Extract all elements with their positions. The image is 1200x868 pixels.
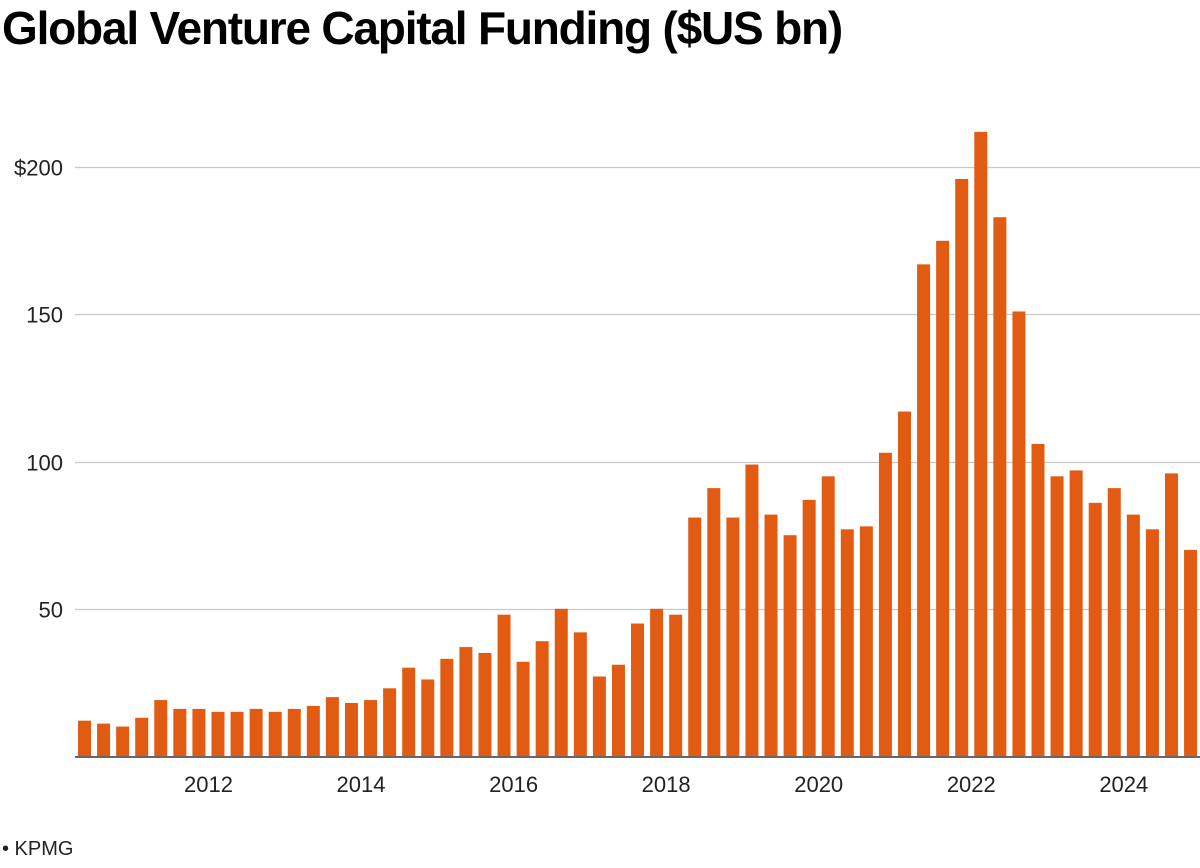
bar-2019-q3 (783, 535, 797, 756)
bar-2011-q2 (154, 700, 168, 756)
y-tick-label: 100 (26, 451, 63, 476)
gridlines (75, 166, 1200, 611)
bar-2014-q1 (364, 700, 378, 756)
x-tick-label: 2024 (1099, 772, 1148, 797)
bar-2018-q4 (726, 517, 740, 756)
bar-2014-q4 (421, 679, 435, 756)
bar-2017-q3 (631, 623, 645, 756)
bar-2015-q3 (478, 652, 492, 756)
y-tick-label: 50 (39, 598, 63, 623)
x-tick-label: 2012 (184, 772, 233, 797)
bar-2023-q2 (1069, 470, 1083, 756)
bar-2011-q4 (192, 708, 206, 756)
bar-2018-q2 (688, 517, 702, 756)
axes: $200 150 100 50 2012 2014 2016 2018 2020 2022 2024 (14, 156, 1200, 797)
bar-2020-q2 (840, 529, 854, 756)
bar-2023-q1 (1050, 476, 1064, 756)
x-tick-label: 2020 (794, 772, 843, 797)
x-tick-label: 2016 (489, 772, 538, 797)
bar-2013-q2 (306, 705, 320, 756)
bar-2010-q4 (116, 726, 130, 756)
bar-2012-q2 (230, 711, 244, 756)
bar-2024-q4 (1184, 549, 1198, 756)
y-tick-label: 150 (26, 303, 63, 328)
bar-2017-q1 (592, 676, 606, 756)
source-note: • KPMG (2, 838, 74, 860)
bar-2018-q3 (707, 488, 721, 756)
bar-2020-q4 (878, 452, 892, 756)
bar-2021-q4 (955, 178, 969, 757)
bar-2022-q1 (974, 131, 988, 756)
bar-2011-q3 (173, 708, 187, 756)
bar-2011-q1 (135, 717, 149, 756)
bar-2012-q3 (249, 708, 263, 756)
bar-2015-q1 (440, 658, 454, 756)
bar-2012-q1 (211, 711, 225, 756)
bar-2024-q1 (1126, 514, 1140, 756)
bar-2013-q3 (325, 697, 339, 756)
bar-2013-q1 (287, 708, 301, 756)
bar-2021-q2 (917, 264, 931, 756)
bar-2022-q2 (993, 217, 1007, 756)
y-tick-label: $200 (14, 156, 63, 181)
bar-2019-q2 (764, 514, 778, 756)
bar-2017-q2 (611, 664, 625, 756)
bar-2020-q3 (859, 526, 873, 756)
bar-2016-q4 (573, 632, 587, 756)
bar-2019-q1 (745, 464, 759, 756)
bar-2015-q4 (497, 614, 511, 756)
bar-2010-q3 (97, 723, 111, 756)
bar-2023-q4 (1107, 488, 1121, 756)
bar-2021-q3 (936, 240, 950, 757)
bar-2022-q3 (1012, 311, 1026, 756)
x-tick-label: 2018 (642, 772, 691, 797)
bar-2024-q2 (1145, 529, 1159, 756)
bar-2014-q2 (383, 688, 397, 756)
bar-2022-q4 (1031, 443, 1045, 756)
bar-2018-q1 (669, 614, 683, 756)
bar-2021-q1 (898, 411, 912, 756)
bar-2015-q2 (459, 647, 473, 756)
bar-2014-q3 (402, 667, 416, 756)
chart-title: Global Venture Capital Funding ($US bn) (2, 2, 843, 54)
bar-2019-q4 (802, 499, 816, 756)
bars (78, 131, 1198, 757)
bar-2017-q4 (650, 608, 664, 756)
bar-2023-q3 (1088, 502, 1102, 756)
bar-2016-q1 (516, 661, 530, 756)
bar-2024-q3 (1164, 473, 1178, 756)
bar-2010-q2 (78, 720, 91, 756)
bar-2013-q4 (344, 703, 358, 756)
bar-2016-q3 (554, 608, 568, 756)
bar-2020-q1 (821, 476, 835, 756)
bar-2012-q4 (268, 711, 282, 756)
x-tick-label: 2014 (337, 772, 386, 797)
x-tick-label: 2022 (947, 772, 996, 797)
bar-2016-q2 (535, 641, 549, 756)
